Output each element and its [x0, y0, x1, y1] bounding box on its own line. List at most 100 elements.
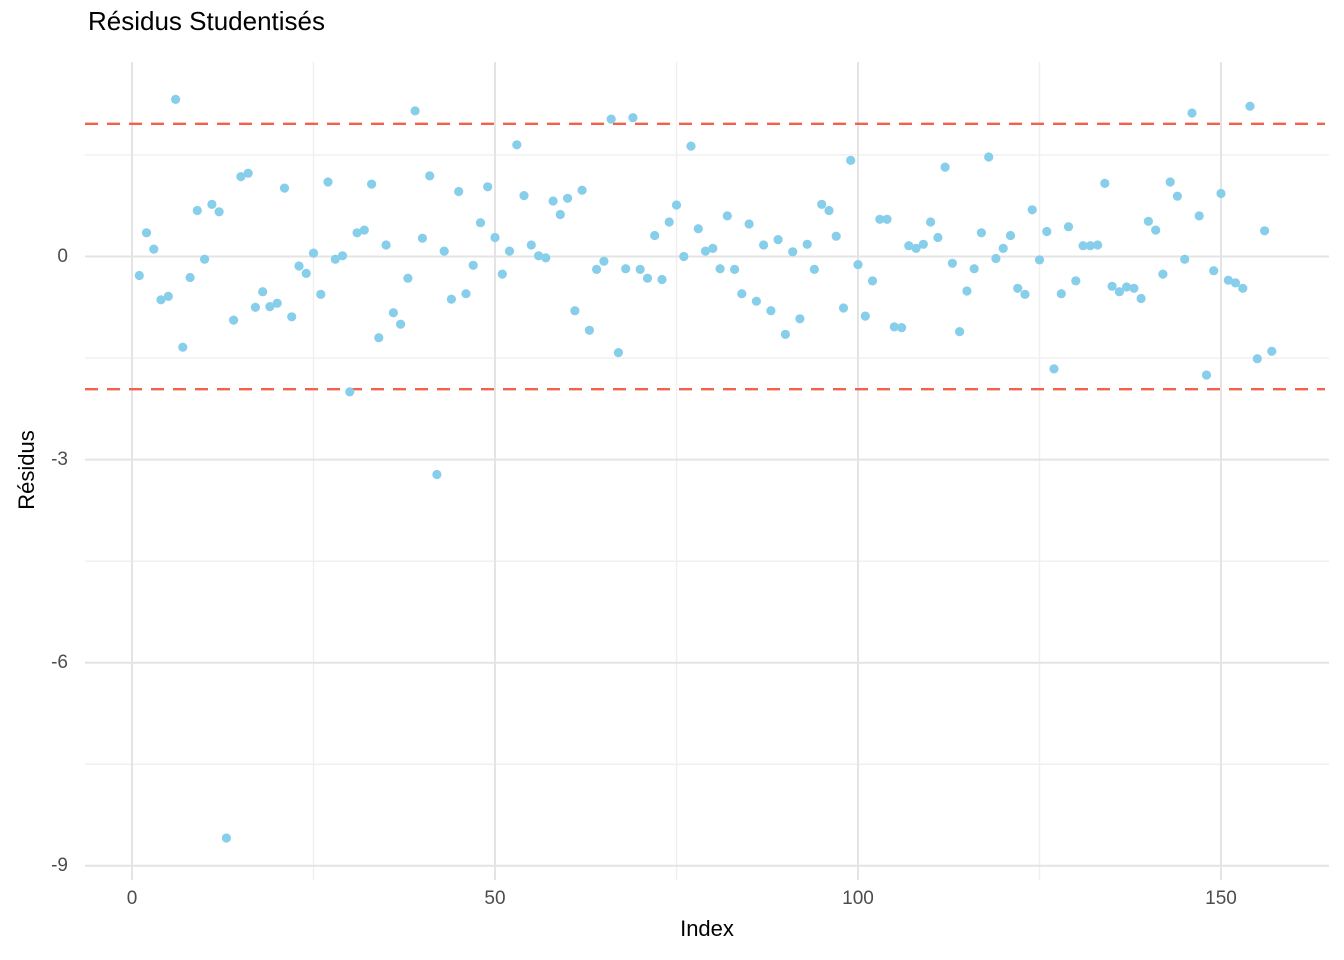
data-point [192, 205, 202, 216]
data-point [396, 319, 406, 329]
data-point [272, 298, 282, 308]
data-point [1136, 293, 1146, 304]
data-point [425, 171, 435, 181]
data-point [700, 246, 711, 256]
data-point [657, 274, 667, 285]
data-point [1013, 283, 1023, 293]
data-point [947, 258, 958, 268]
data-point [229, 315, 239, 325]
data-point [650, 230, 660, 241]
data-point [867, 276, 878, 286]
data-point [163, 291, 173, 301]
data-point [722, 211, 732, 221]
data-point [991, 253, 1001, 264]
y-axis-title: Résidus [14, 430, 39, 510]
data-point [410, 106, 420, 116]
data-point [976, 228, 987, 238]
x-tick-label: 150 [1205, 888, 1237, 909]
data-point [1100, 178, 1110, 188]
data-point [1078, 241, 1088, 251]
data-point [1230, 278, 1241, 288]
data-point [1114, 287, 1124, 297]
data-point [446, 294, 456, 304]
data-point [1005, 230, 1016, 241]
data-point [984, 152, 994, 162]
data-point [1201, 370, 1212, 380]
data-point [773, 235, 783, 245]
data-point [802, 239, 812, 249]
data-point [1267, 346, 1277, 356]
y-tick-label: 0 [57, 245, 68, 267]
data-point [171, 94, 181, 104]
data-point [592, 264, 602, 274]
data-point [156, 295, 166, 305]
data-point [388, 308, 398, 318]
data-point [889, 322, 899, 332]
data-point [962, 286, 972, 296]
data-point [359, 225, 369, 235]
data-point [577, 185, 587, 195]
data-point [911, 243, 921, 253]
data-point [926, 217, 936, 227]
data-point [998, 243, 1008, 253]
data-point [337, 251, 348, 261]
data-point [352, 228, 362, 238]
data-point [345, 387, 355, 397]
data-point [969, 264, 979, 274]
data-point [316, 289, 326, 299]
data-point [403, 273, 413, 283]
data-point [708, 243, 718, 253]
data-point [664, 217, 674, 227]
data-point [613, 348, 624, 358]
data-point [875, 214, 885, 224]
data-point [628, 113, 638, 123]
data-point [1122, 282, 1132, 292]
data-point [860, 311, 870, 321]
data-point [374, 333, 384, 343]
data-point [1245, 101, 1255, 111]
data-point [642, 273, 653, 283]
data-point [1034, 255, 1045, 265]
data-point [265, 302, 275, 312]
data-point [134, 270, 144, 281]
data-point [1158, 269, 1168, 279]
data-point [178, 342, 188, 352]
data-point [599, 256, 609, 266]
data-point [744, 219, 754, 229]
data-point [1252, 354, 1262, 364]
data-point [221, 833, 231, 843]
data-point [1165, 177, 1175, 187]
data-point [417, 233, 427, 243]
data-point [207, 199, 217, 209]
data-point [475, 218, 486, 228]
y-tick-label: -6 [51, 651, 68, 673]
data-point [454, 186, 464, 197]
chart-title: Résidus Studentisés [88, 6, 326, 36]
data-point [1143, 216, 1153, 226]
data-point [853, 260, 863, 270]
data-point [1042, 226, 1052, 237]
data-point [570, 306, 580, 316]
data-point [367, 179, 377, 189]
y-tick-label: -9 [51, 854, 68, 876]
data-point [955, 327, 965, 337]
data-point [795, 314, 805, 324]
data-point [1216, 188, 1226, 199]
data-point [250, 302, 260, 312]
data-point [504, 246, 515, 256]
data-point [679, 251, 689, 262]
data-point [1180, 254, 1190, 264]
data-point [519, 191, 529, 201]
x-axis-title: Index [680, 916, 734, 941]
data-point [584, 325, 595, 335]
data-point [737, 289, 747, 299]
data-point [483, 182, 493, 192]
data-point [1260, 226, 1270, 236]
data-point [439, 246, 449, 256]
data-point [1056, 289, 1066, 299]
x-tick-label: 0 [126, 888, 138, 909]
data-point [563, 193, 573, 203]
x-tick-label: 50 [484, 888, 506, 909]
data-point [693, 224, 703, 234]
